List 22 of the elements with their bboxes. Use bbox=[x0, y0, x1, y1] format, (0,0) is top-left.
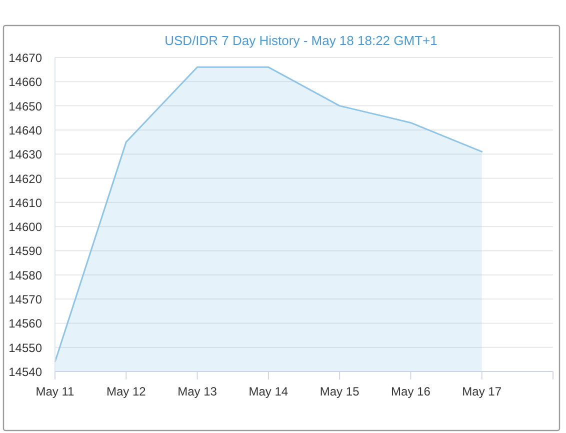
y-tick-label: 14560 bbox=[8, 316, 42, 331]
y-tick-label: 14600 bbox=[8, 220, 42, 234]
y-tick-label: 14660 bbox=[8, 75, 42, 90]
y-tick-label: 14550 bbox=[8, 340, 42, 355]
x-tick-label: May 17 bbox=[462, 384, 502, 398]
y-tick-label: 14670 bbox=[8, 51, 42, 65]
x-tick-label: May 12 bbox=[106, 384, 146, 398]
y-tick-label: 14590 bbox=[8, 244, 42, 258]
y-tick-label: 14610 bbox=[8, 196, 42, 210]
y-tick-label: 14630 bbox=[8, 148, 42, 162]
chart-title: USD/IDR 7 Day History - May 18 18:22 GMT+1 bbox=[164, 33, 438, 48]
y-tick-label: 14540 bbox=[8, 365, 42, 379]
y-tick-label: 14640 bbox=[8, 123, 42, 138]
x-tick-label: May 15 bbox=[320, 384, 360, 398]
y-tick-label: 14570 bbox=[8, 292, 42, 307]
x-tick-label: May 16 bbox=[391, 384, 431, 398]
x-tick-label: May 14 bbox=[248, 384, 288, 398]
x-tick-label: May 11 bbox=[36, 384, 75, 398]
y-tick-label: 14580 bbox=[8, 268, 42, 282]
y-tick-label: 14620 bbox=[8, 172, 42, 186]
x-tick-label: May 13 bbox=[178, 384, 218, 398]
y-tick-label: 14650 bbox=[8, 99, 42, 114]
